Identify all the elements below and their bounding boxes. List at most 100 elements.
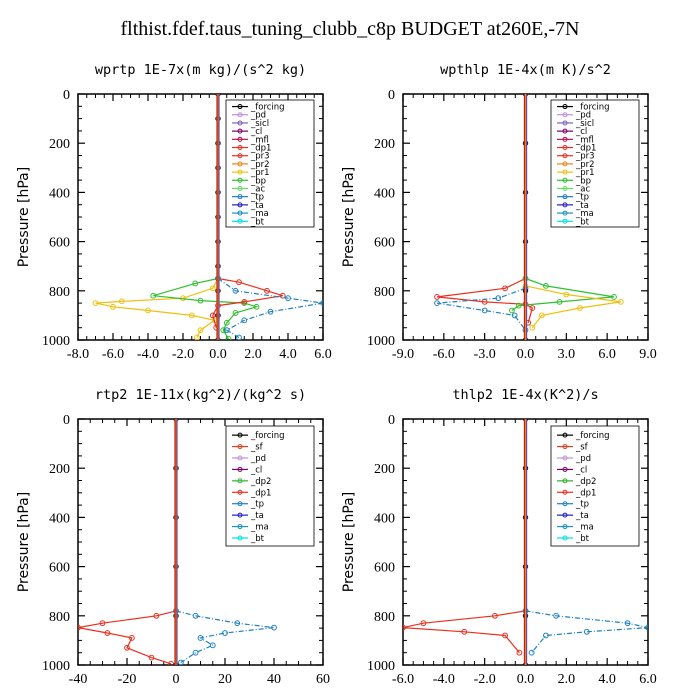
x-tick-label: -2.0 xyxy=(172,347,194,362)
y-tick-label: 0 xyxy=(63,413,70,428)
data-point xyxy=(197,327,204,334)
data-point xyxy=(434,300,440,307)
legend-label: _pr3 xyxy=(250,152,270,162)
legend-label: _cl xyxy=(575,127,587,137)
legend-marker xyxy=(237,210,243,216)
x-tick-label: -6.0 xyxy=(102,347,124,362)
panel-title: wprtp 1E-7x(m kg)/(s^2 kg) xyxy=(95,62,306,78)
series-line-dp1 xyxy=(436,277,534,323)
data-point xyxy=(461,628,468,635)
data-point xyxy=(624,620,631,627)
legend-marker xyxy=(562,120,568,126)
data-point xyxy=(516,649,523,656)
legend-label: _ac xyxy=(250,184,265,194)
series-line-dp1 xyxy=(78,610,177,665)
series-line-tp xyxy=(436,287,526,331)
y-tick-label: 200 xyxy=(374,137,395,152)
data-point xyxy=(232,287,239,294)
x-tick-label: -3.0 xyxy=(474,347,496,362)
y-axis-label: Pressure [hPa] xyxy=(341,492,357,592)
data-point xyxy=(192,612,199,619)
data-point xyxy=(241,298,248,305)
data-point xyxy=(124,644,130,651)
x-tick-label: 4.0 xyxy=(279,347,297,362)
legend-label: _pd xyxy=(575,454,591,464)
data-point xyxy=(502,632,508,639)
legend-marker xyxy=(237,145,243,151)
data-point xyxy=(271,624,277,631)
series-line-bp xyxy=(153,277,259,340)
data-point xyxy=(223,327,230,334)
data-point xyxy=(209,285,216,292)
x-tick-label: 6.0 xyxy=(598,347,616,362)
data-point xyxy=(78,624,81,631)
legend-label: _cl xyxy=(575,465,587,475)
legend-marker xyxy=(237,185,243,191)
legend-label: _pr3 xyxy=(575,152,595,162)
x-tick-label: -9.0 xyxy=(392,347,414,362)
legend-label: _ta xyxy=(250,511,264,521)
legend-label: _sicl xyxy=(575,119,594,129)
y-axis-label: Pressure [hPa] xyxy=(16,167,32,267)
legend-label: _ma xyxy=(575,523,594,533)
legend-label: _bt xyxy=(575,534,590,544)
legend-label: _forcing xyxy=(250,103,285,113)
legend-marker xyxy=(237,218,243,224)
data-point xyxy=(563,291,570,298)
legend-marker xyxy=(562,136,568,142)
data-point xyxy=(279,292,286,299)
data-point xyxy=(645,624,648,631)
panel-title: wpthlp 1E-4x(m K)/s^2 xyxy=(440,62,611,78)
y-tick-label: 0 xyxy=(388,88,395,103)
legend-marker xyxy=(562,466,568,472)
data-point xyxy=(577,305,583,311)
legend-label: _pd xyxy=(250,454,266,464)
legend-label: _ta xyxy=(575,511,589,521)
legend-marker xyxy=(562,535,568,541)
legend-marker xyxy=(237,104,243,110)
legend-marker xyxy=(562,432,568,438)
legend-label: _pr2 xyxy=(575,160,595,170)
y-tick-label: 1000 xyxy=(42,659,70,674)
data-point xyxy=(209,312,216,319)
data-point xyxy=(481,307,488,314)
y-axis-label: Pressure [hPa] xyxy=(16,492,32,592)
data-point xyxy=(192,280,199,287)
y-tick-label: 0 xyxy=(63,88,70,103)
data-point xyxy=(194,334,200,340)
legend-marker xyxy=(562,153,568,159)
legend-marker xyxy=(237,136,243,142)
x-tick-label: 40 xyxy=(267,672,281,687)
data-point xyxy=(234,620,241,627)
legend-label: _ta xyxy=(575,201,589,211)
legend-marker xyxy=(562,501,568,507)
legend-marker xyxy=(562,218,568,224)
legend-label: _sicl xyxy=(250,119,269,129)
x-tick-label: 6.0 xyxy=(314,347,332,362)
data-point xyxy=(515,302,522,309)
data-point xyxy=(104,630,111,636)
data-point xyxy=(236,279,242,286)
data-point xyxy=(236,334,242,340)
legend-marker xyxy=(562,524,568,530)
legend-marker xyxy=(237,512,243,518)
legend-marker xyxy=(562,512,568,518)
y-tick-label: 800 xyxy=(49,610,70,625)
y-tick-label: 800 xyxy=(374,610,395,625)
data-point xyxy=(253,303,260,310)
legend-label: _ma xyxy=(575,209,594,219)
legend-marker xyxy=(237,112,243,118)
legend-marker xyxy=(237,161,243,167)
data-point xyxy=(320,300,323,306)
y-tick-label: 200 xyxy=(49,137,70,152)
legend-marker xyxy=(237,535,243,541)
data-point xyxy=(118,298,125,305)
data-point xyxy=(129,635,135,641)
legend-label: _dp1 xyxy=(250,144,271,154)
legend-label: _bt xyxy=(575,217,590,227)
legend-marker xyxy=(562,489,568,495)
x-tick-label: 0 xyxy=(173,672,180,687)
series-line-dp1 xyxy=(212,277,283,328)
legend-label: _pr1 xyxy=(575,168,595,178)
